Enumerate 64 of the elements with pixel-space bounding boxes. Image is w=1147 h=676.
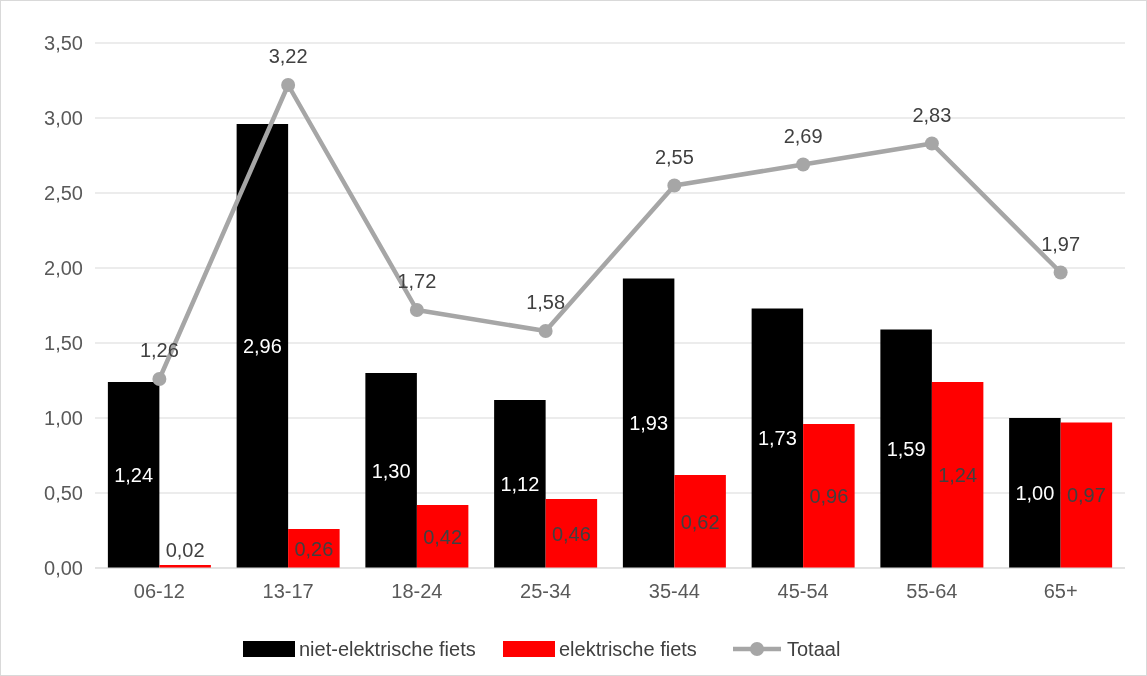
bar — [236, 124, 289, 568]
bar — [880, 329, 932, 568]
y-tick-label: 1,00 — [44, 407, 83, 429]
x-tick-label: 06-12 — [133, 580, 185, 602]
data-label: 0,97 — [1066, 484, 1106, 507]
data-label: 1,73 — [757, 427, 797, 450]
data-label: 2,83 — [912, 103, 952, 126]
bar — [803, 424, 855, 568]
data-label: 2,69 — [783, 124, 823, 147]
legend-label: Totaal — [787, 638, 841, 660]
bar — [365, 373, 417, 568]
data-label: 1,24 — [114, 464, 154, 486]
data-label: 0,26 — [294, 537, 334, 560]
bar — [622, 278, 675, 568]
point — [667, 178, 682, 193]
bar — [107, 382, 160, 568]
y-tick-label: 2,00 — [44, 257, 83, 279]
data-label: 1,97 — [1041, 232, 1081, 255]
data-label: 2,55 — [654, 145, 694, 168]
data-label: 1,58 — [526, 291, 566, 313]
y-tick-label: 2,50 — [44, 182, 83, 204]
y-tick-label: 0,00 — [44, 557, 83, 579]
x-tick-label: 45-54 — [777, 580, 829, 602]
bar — [545, 499, 598, 568]
legend-label: niet-elektrische fiets — [299, 638, 476, 660]
y-tick-label: 3,00 — [44, 107, 83, 129]
data-label: 0,62 — [680, 510, 720, 533]
data-label: 1,00 — [1015, 482, 1055, 504]
point — [152, 372, 167, 386]
data-label: 0,46 — [551, 522, 591, 545]
x-tick-label: 65+ — [1043, 580, 1078, 602]
bar — [751, 308, 804, 568]
y-tick-label: 1,50 — [44, 332, 83, 354]
bar — [494, 400, 546, 568]
point — [538, 324, 553, 338]
y-tick-label: 3,50 — [44, 32, 83, 54]
data-label: 1,26 — [139, 339, 179, 361]
data-label: 3,22 — [268, 45, 308, 67]
x-tick-label: 18-24 — [391, 580, 443, 602]
x-tick-label: 55-64 — [906, 580, 958, 602]
point — [924, 136, 939, 151]
data-label: 1,72 — [397, 270, 437, 292]
legend-label: elektrische fiets — [559, 638, 697, 660]
data-label: 0,02 — [165, 539, 205, 561]
data-label: 1,93 — [629, 412, 669, 435]
data-label: 1,59 — [886, 437, 926, 460]
x-tick-label: 25-34 — [520, 580, 572, 602]
x-tick-label: 13-17 — [262, 580, 314, 602]
point — [1053, 265, 1068, 280]
point — [281, 78, 296, 92]
data-label: 1,30 — [371, 459, 411, 482]
data-label: 1,24 — [938, 464, 978, 486]
bar — [1009, 418, 1061, 568]
bar — [1060, 422, 1113, 568]
data-label: 1,12 — [500, 473, 540, 495]
data-label: 0,96 — [809, 485, 849, 507]
y-tick-label: 0,50 — [44, 482, 83, 504]
point — [409, 303, 424, 317]
data-label: 0,42 — [423, 525, 463, 548]
data-label: 2,96 — [242, 335, 282, 357]
bar — [674, 475, 726, 568]
bar — [931, 382, 984, 568]
point — [796, 157, 811, 172]
x-tick-label: 35-44 — [648, 580, 700, 602]
